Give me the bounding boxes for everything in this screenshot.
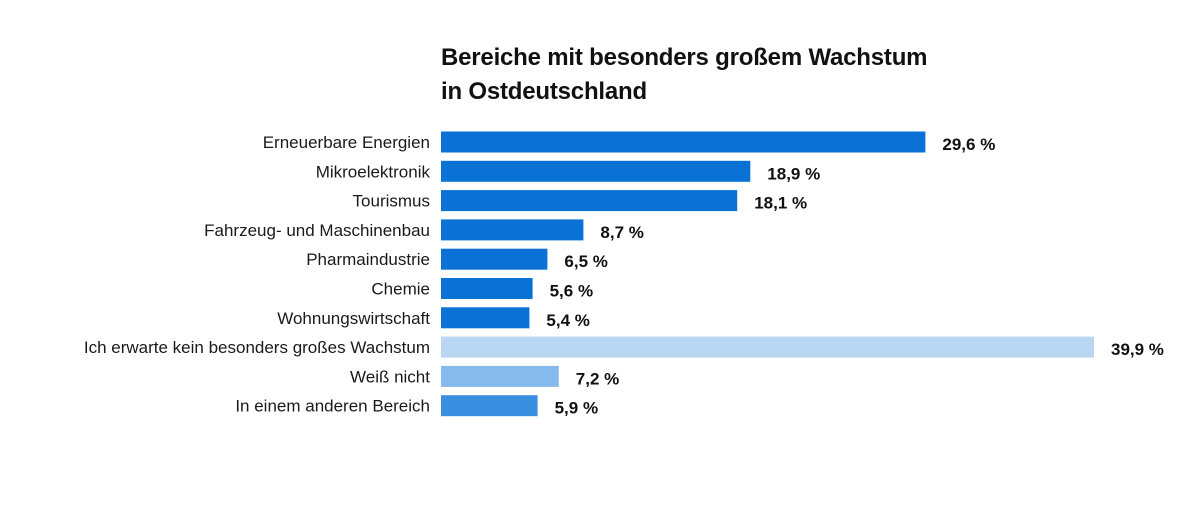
chart-title-line-2: in Ostdeutschland xyxy=(441,78,647,105)
category-label-7: Ich erwarte kein besonders großes Wachst… xyxy=(84,338,430,357)
category-label-1: Mikroelektronik xyxy=(316,162,431,181)
bar-9 xyxy=(441,395,538,417)
bar-5 xyxy=(441,278,533,299)
value-label-9: 5,9 % xyxy=(555,399,598,418)
bar-1 xyxy=(441,160,751,182)
category-label-2: Tourismus xyxy=(353,192,430,211)
chart-title-line-1: Bereiche mit besonders großem Wachstum xyxy=(441,44,928,71)
category-label-0: Erneuerbare Energien xyxy=(263,133,430,152)
bar-4 xyxy=(441,248,548,270)
category-label-4: Pharmaindustrie xyxy=(306,250,430,269)
category-label-9: In einem anderen Bereich xyxy=(235,397,430,416)
value-label-5: 5,6 % xyxy=(550,282,593,301)
category-label-6: Wohnungswirtschaft xyxy=(277,309,430,328)
value-label-4: 6,5 % xyxy=(564,252,607,271)
value-label-3: 8,7 % xyxy=(600,223,643,242)
value-label-6: 5,4 % xyxy=(546,311,589,330)
bar-6 xyxy=(441,307,530,329)
value-label-7: 39,9 % xyxy=(1111,340,1164,359)
category-label-3: Fahrzeug- und Maschinenbau xyxy=(204,221,430,240)
category-label-8: Weiß nicht xyxy=(350,367,430,386)
bar-0 xyxy=(441,131,926,153)
bar-2 xyxy=(441,190,738,212)
bar-8 xyxy=(441,365,559,387)
value-label-2: 18,1 % xyxy=(754,194,807,213)
value-label-8: 7,2 % xyxy=(576,369,619,388)
bar-7 xyxy=(441,336,1094,358)
value-label-0: 29,6 % xyxy=(942,135,995,154)
value-label-1: 18,9 % xyxy=(767,164,820,183)
bar-3 xyxy=(441,219,584,241)
category-label-5: Chemie xyxy=(371,280,430,299)
